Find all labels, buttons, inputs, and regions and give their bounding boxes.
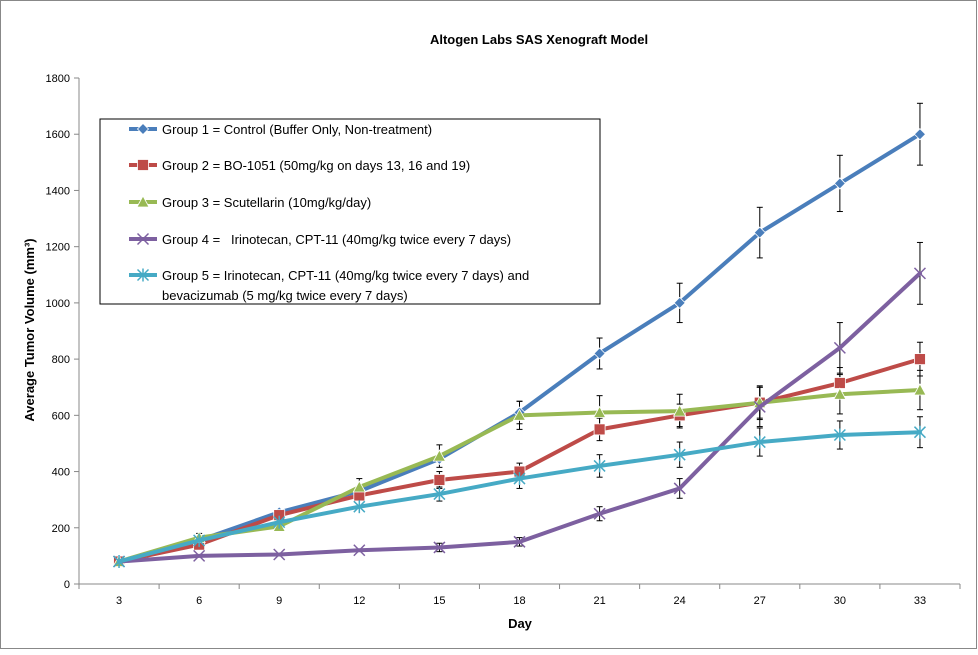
marker-stroke (753, 400, 766, 413)
data-point (193, 533, 206, 547)
legend-label: Group 1 = Control (Buffer Only, Non-trea… (162, 122, 432, 137)
x-tick-label: 18 (513, 595, 525, 607)
data-point (113, 555, 126, 569)
x-tick-label: 6 (196, 595, 202, 607)
legend-swatch-marker (136, 232, 150, 246)
marker-stroke (433, 541, 446, 554)
marker-stroke (193, 549, 206, 562)
series-group-5 (113, 425, 926, 569)
marker-stroke (913, 267, 926, 280)
data-point (753, 226, 766, 239)
data-point (593, 347, 606, 360)
data-point (593, 423, 606, 436)
data-point (833, 428, 846, 442)
data-point (914, 353, 926, 366)
data-point (592, 405, 607, 418)
x-tick-label: 24 (674, 595, 686, 607)
data-point (513, 472, 526, 486)
x-tick-label: 9 (276, 595, 282, 607)
y-tick-label: 1800 (46, 73, 70, 85)
data-point (593, 507, 606, 520)
y-tick-label: 200 (52, 523, 70, 535)
legend-item-3: Group 3 = Scutellarin (10mg/kg/day) (129, 195, 371, 210)
data-point (913, 267, 926, 280)
data-point (193, 549, 206, 562)
x-tick-label: 3 (116, 595, 122, 607)
legend-swatch-marker (137, 159, 149, 171)
data-point (833, 377, 846, 389)
data-point (433, 487, 446, 501)
data-point (673, 296, 686, 309)
data-point (673, 404, 687, 417)
legend-label: Group 2 = BO-1051 (50mg/kg on days 13, 1… (162, 158, 470, 173)
data-point (353, 500, 366, 514)
data-point (273, 515, 286, 529)
marker-stroke (593, 507, 606, 520)
data-point (353, 544, 366, 557)
marker-stroke (136, 232, 150, 246)
legend: Group 1 = Control (Buffer Only, Non-trea… (99, 118, 601, 305)
y-tick-label: 1600 (46, 129, 70, 141)
legend-label: Group 3 = Scutellarin (10mg/kg/day) (162, 195, 371, 210)
data-point (513, 535, 526, 548)
legend-label: Group 5 = Irinotecan, CPT-11 (40mg/kg tw… (162, 268, 529, 283)
data-point (433, 474, 446, 486)
data-point (753, 435, 766, 449)
data-point (753, 400, 766, 413)
legend-item-1: Group 1 = Control (Buffer Only, Non-trea… (129, 122, 432, 137)
x-tick-label: 21 (593, 595, 605, 607)
legend-box (99, 118, 601, 305)
data-point (352, 480, 366, 493)
data-point (512, 408, 527, 421)
y-tick-label: 1000 (46, 298, 70, 310)
legend-label: Group 4 = Irinotecan, CPT-11 (40mg/kg tw… (162, 232, 511, 247)
data-point (833, 177, 846, 190)
legend-item-4: Group 4 = Irinotecan, CPT-11 (40mg/kg tw… (129, 232, 511, 247)
marker-stroke (513, 535, 526, 548)
x-tick-label: 12 (353, 595, 365, 607)
x-axis-title: Day (508, 616, 533, 631)
marker-stroke (273, 548, 286, 561)
marker-stroke (353, 544, 366, 557)
data-point (433, 541, 446, 554)
y-tick-label: 0 (64, 579, 70, 591)
data-point (273, 548, 286, 561)
data-point (833, 341, 846, 354)
legend-label: bevacizumab (5 mg/kg twice every 7 days) (162, 288, 408, 303)
data-point (673, 482, 686, 495)
data-point (913, 128, 927, 141)
data-point (833, 387, 847, 400)
x-tick-label: 30 (834, 595, 846, 607)
y-tick-label: 1400 (46, 185, 70, 197)
x-tick-label: 33 (914, 595, 926, 607)
data-point (913, 425, 926, 439)
legend-item-5: Group 5 = Irinotecan, CPT-11 (40mg/kg tw… (129, 268, 529, 303)
data-point (432, 449, 447, 462)
legend-swatch-marker (136, 195, 150, 208)
y-tick-label: 400 (52, 467, 70, 479)
series-group-4 (113, 267, 926, 568)
legend-item-2: Group 2 = BO-1051 (50mg/kg on days 13, 1… (129, 158, 470, 173)
x-tick-label: 27 (754, 595, 766, 607)
marker-stroke (833, 341, 846, 354)
y-tick-label: 1200 (46, 242, 70, 254)
marker-stroke (673, 482, 686, 495)
x-tick-label: 15 (433, 595, 445, 607)
chart-title: Altogen Labs SAS Xenograft Model (430, 32, 648, 47)
y-tick-label: 800 (52, 354, 70, 366)
data-point (673, 448, 686, 462)
data-point (913, 383, 927, 396)
y-tick-label: 600 (52, 410, 70, 422)
legend-swatch-marker (136, 122, 150, 136)
series-lines (112, 128, 927, 569)
y-axis-title: Average Tumor Volume (mm³) (22, 238, 37, 421)
axes: 0 200 400 600 800 1000 1200 1400 1600 1800 3 6 9 12 15… (46, 73, 961, 607)
legend-swatch-marker (136, 268, 150, 282)
data-point (593, 459, 606, 473)
